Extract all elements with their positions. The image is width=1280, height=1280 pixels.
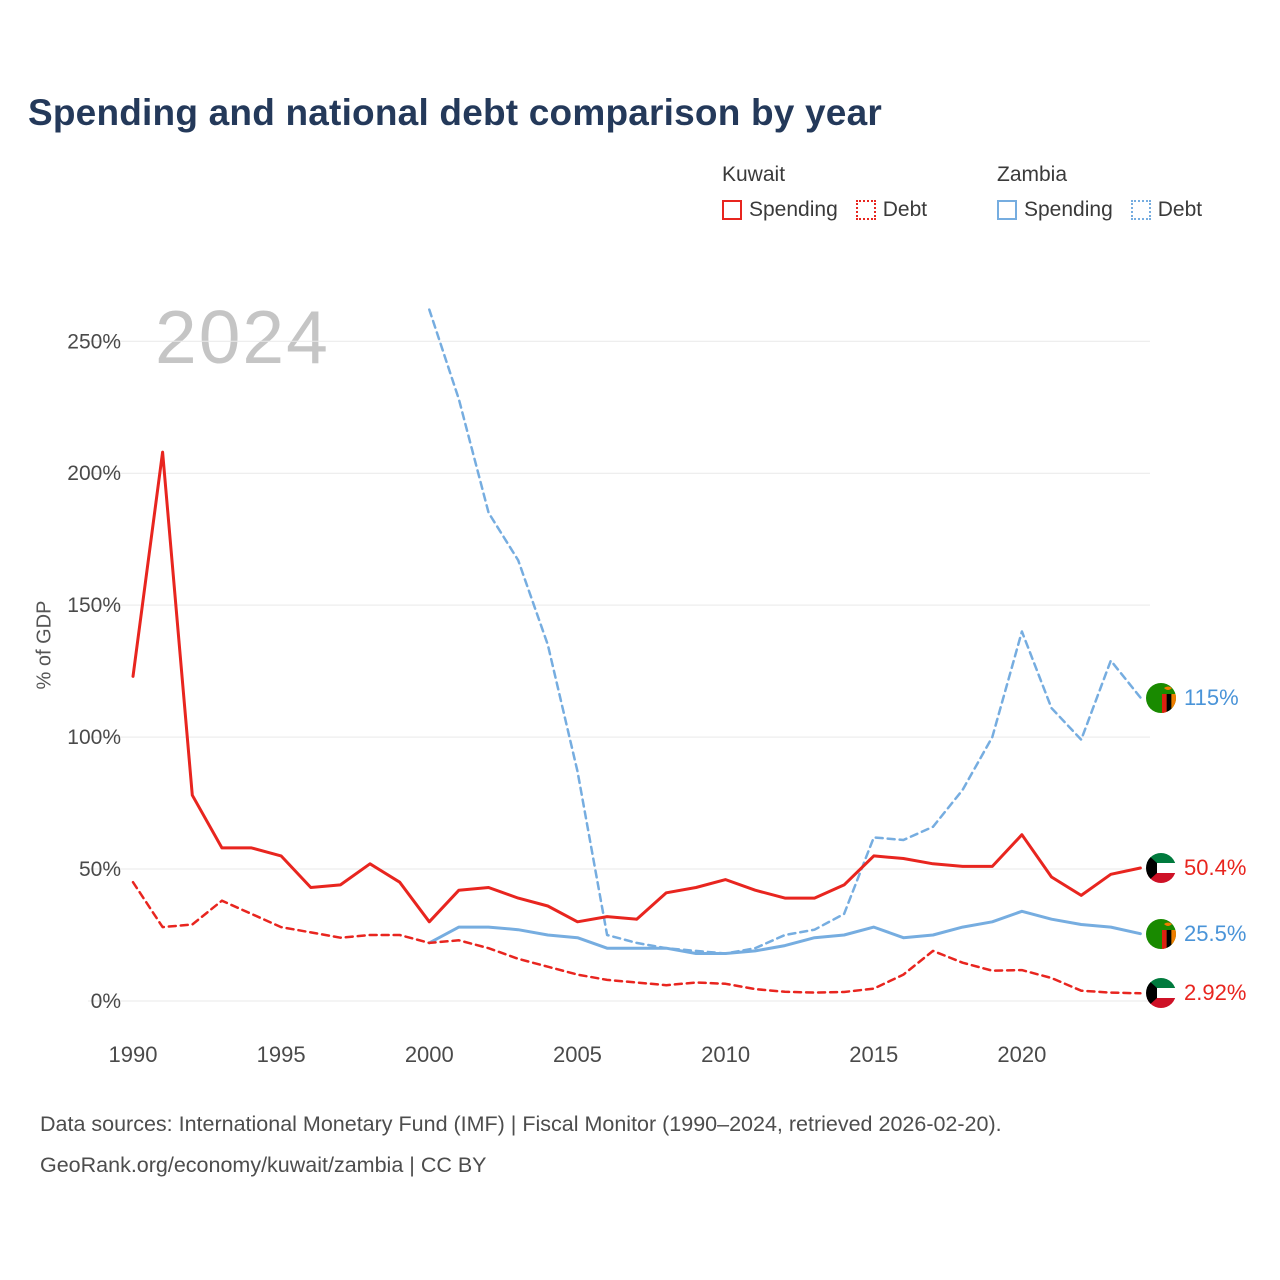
svg-text:250%: 250% (67, 330, 121, 353)
footer: Data sources: International Monetary Fun… (40, 1104, 1002, 1186)
zambia-flag-icon (1146, 682, 1176, 713)
end-label-zambia-spending: 25.5% (1146, 918, 1247, 949)
svg-text:50%: 50% (79, 858, 121, 881)
legend-group-kuwait: Kuwait Spending Debt (722, 163, 927, 222)
footer-attribution-line: GeoRank.org/economy/kuwait/zambia | CC B… (40, 1153, 487, 1177)
svg-text:1995: 1995 (257, 1042, 306, 1067)
end-value-kuwait-debt: 2.92% (1184, 980, 1247, 1006)
legend-row-zambia: Spending Debt (997, 198, 1202, 222)
zambia-debt-label: Debt (1157, 198, 1203, 221)
svg-text:2010: 2010 (701, 1042, 750, 1067)
svg-text:100%: 100% (67, 726, 121, 749)
zambia-debt-swatch-icon (1130, 200, 1151, 220)
kuwait-debt-swatch-icon (855, 200, 876, 220)
end-value-zambia-debt: 115% (1184, 684, 1239, 710)
kuwait-spending-label: Spending (749, 198, 838, 221)
kuwait-flag-icon (1146, 852, 1176, 883)
svg-text:0%: 0% (91, 990, 121, 1013)
end-value-kuwait-spending: 50.4% (1184, 854, 1247, 880)
svg-text:1990: 1990 (109, 1042, 158, 1067)
legend-group-zambia: Zambia Spending Debt (997, 163, 1202, 222)
end-label-kuwait-debt: 2.92% (1146, 978, 1247, 1009)
legend-row-kuwait: Spending Debt (722, 198, 927, 222)
zambia-spending-label: Spending (1024, 198, 1113, 221)
end-label-kuwait-spending: 50.4% (1146, 852, 1247, 883)
kuwait-flag-icon (1146, 978, 1176, 1009)
legend-country-zambia: Zambia (997, 163, 1068, 186)
year-watermark: 2024 (155, 295, 330, 379)
footer-sources-line: Data sources: International Monetary Fun… (40, 1112, 1002, 1136)
page-title: Spending and national debt comparison by… (28, 92, 882, 133)
zambia-flag-icon (1146, 918, 1176, 949)
svg-text:150%: 150% (67, 594, 121, 617)
end-label-zambia-debt: 115% (1146, 682, 1239, 713)
zambia-spending-swatch-icon (997, 200, 1017, 220)
kuwait-debt-label: Debt (882, 198, 928, 221)
kuwait-spending-swatch-icon (722, 200, 742, 220)
svg-text:2020: 2020 (997, 1042, 1046, 1067)
svg-text:200%: 200% (67, 462, 121, 485)
svg-text:2000: 2000 (405, 1042, 454, 1067)
legend-country-kuwait: Kuwait (722, 163, 786, 186)
svg-text:2015: 2015 (849, 1042, 898, 1067)
end-value-zambia-spending: 25.5% (1184, 920, 1247, 946)
svg-text:2005: 2005 (553, 1042, 602, 1067)
